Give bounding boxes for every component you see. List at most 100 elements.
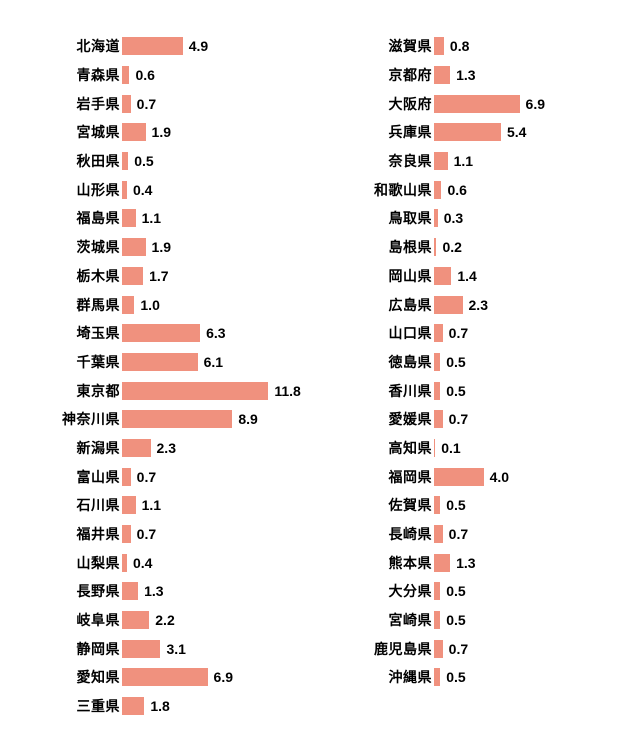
prefecture-label: 石川県 xyxy=(76,497,120,514)
bar-row: 和歌山県 0.6 xyxy=(312,175,632,204)
bar xyxy=(434,66,451,85)
bar xyxy=(434,152,448,171)
bar-value-label: 11.8 xyxy=(274,382,301,399)
bar-row: 徳島県 0.5 xyxy=(312,348,632,377)
bar-value-label: 1.9 xyxy=(151,124,172,141)
bar-value-label: 0.7 xyxy=(448,411,469,428)
bar xyxy=(434,639,443,658)
prefecture-label: 佐賀県 xyxy=(388,497,432,514)
prefecture-label: 島根県 xyxy=(388,239,432,256)
bar-value-label: 0.5 xyxy=(446,353,466,370)
bar xyxy=(122,697,145,716)
bar xyxy=(122,553,127,572)
chart-area: 北海道 4.9 青森県 0.6 岩手県 0.7 宮城県 1.9 秋田県 0.5 山形県 0.4 福島県 1… xyxy=(0,32,632,721)
prefecture-label: 熊本県 xyxy=(388,554,432,571)
bar-value-label: 0.1 xyxy=(441,439,461,456)
bar xyxy=(122,37,183,56)
bar-value-label: 4.0 xyxy=(489,468,510,485)
bar-row: 岡山県 1.4 xyxy=(312,262,632,291)
bar-row: 石川県 1.1 xyxy=(0,491,312,520)
bar-row: 栃木県 1.7 xyxy=(0,262,312,291)
bar-row: 長崎県 0.7 xyxy=(312,520,632,549)
bar xyxy=(122,525,131,544)
prefecture-label: 奈良県 xyxy=(388,153,432,170)
bar-row: 岩手県 0.7 xyxy=(0,89,312,118)
bar-row: 福島県 1.1 xyxy=(0,204,312,233)
prefecture-label: 新潟県 xyxy=(76,439,120,456)
bar xyxy=(122,209,136,228)
bar-value-label: 0.7 xyxy=(136,526,157,543)
bar-row: 福岡県 4.0 xyxy=(312,462,632,491)
bar-row: 群馬県 1.0 xyxy=(0,290,312,319)
bar-value-label: 0.6 xyxy=(135,67,155,84)
prefecture-label: 茨城県 xyxy=(76,239,120,256)
prefecture-label: 静岡県 xyxy=(76,640,120,657)
bar xyxy=(122,467,131,486)
bar-value-label: 1.1 xyxy=(141,497,162,514)
bar-row: 大阪府 6.9 xyxy=(312,89,632,118)
bar xyxy=(434,553,451,572)
bar-value-label: 0.5 xyxy=(446,612,466,629)
bar-value-label: 1.4 xyxy=(457,267,477,284)
bar-row: 広島県 2.3 xyxy=(312,290,632,319)
prefecture-label: 高知県 xyxy=(388,439,432,456)
prefecture-label: 兵庫県 xyxy=(388,124,432,141)
prefecture-label: 福島県 xyxy=(76,210,120,227)
bar xyxy=(434,467,484,486)
bar-row: 新潟県 2.3 xyxy=(0,434,312,463)
bar xyxy=(434,611,441,630)
bar-value-label: 0.7 xyxy=(136,95,157,112)
prefecture-label: 千葉県 xyxy=(76,353,120,370)
bar-row: 鳥取県 0.3 xyxy=(312,204,632,233)
bar-row: 愛知県 6.9 xyxy=(0,663,312,692)
bar xyxy=(434,410,443,429)
prefecture-label: 愛媛県 xyxy=(388,411,432,428)
prefecture-label: 栃木県 xyxy=(76,267,120,284)
prefecture-label: 山梨県 xyxy=(76,554,120,571)
prefecture-label: 岐阜県 xyxy=(76,612,120,629)
bar xyxy=(122,438,151,457)
bar-value-label: 0.7 xyxy=(448,325,469,342)
bar xyxy=(434,324,443,343)
bar xyxy=(434,496,441,515)
bar-value-label: 1.3 xyxy=(456,554,476,571)
bar-row: 秋田県 0.5 xyxy=(0,147,312,176)
bar-value-label: 6.3 xyxy=(206,325,226,342)
bar-row: 北海道 4.9 xyxy=(0,32,312,61)
bar xyxy=(434,123,501,142)
bar xyxy=(122,496,136,515)
bar xyxy=(122,66,130,85)
prefecture-label: 和歌山県 xyxy=(374,181,432,198)
prefecture-label: 京都府 xyxy=(388,67,432,84)
bar-value-label: 0.7 xyxy=(136,468,157,485)
prefecture-label: 宮崎県 xyxy=(388,612,432,629)
bar xyxy=(434,238,437,257)
prefecture-label: 三重県 xyxy=(76,698,120,715)
bar xyxy=(122,180,127,199)
bar-row: 岐阜県 2.2 xyxy=(0,606,312,635)
bar xyxy=(122,668,208,687)
bar-row: 京都府 1.3 xyxy=(312,61,632,90)
bar xyxy=(434,37,444,56)
bar-row: 沖縄県 0.5 xyxy=(312,663,632,692)
prefecture-label: 鳥取県 xyxy=(388,210,432,227)
bar-value-label: 0.8 xyxy=(449,38,470,55)
prefecture-label: 群馬県 xyxy=(76,296,120,313)
bar-row: 福井県 0.7 xyxy=(0,520,312,549)
bar-row: 茨城県 1.9 xyxy=(0,233,312,262)
chart-column-right: 滋賀県 0.8 京都府 1.3 大阪府 6.9 兵庫県 5.4 奈良県 1.1 和歌山県 0.6 鳥取県… xyxy=(312,32,632,721)
bar xyxy=(122,295,135,314)
bar-row: 東京都 11.8 xyxy=(0,376,312,405)
bar-value-label: 0.3 xyxy=(443,210,464,227)
prefecture-label: 宮城県 xyxy=(76,124,120,141)
bar-value-label: 3.1 xyxy=(166,640,186,657)
bar xyxy=(122,123,146,142)
prefecture-label: 大阪府 xyxy=(388,95,432,112)
bar xyxy=(434,582,441,601)
bar-value-label: 1.9 xyxy=(151,239,172,256)
bar xyxy=(434,381,441,400)
bar xyxy=(122,582,139,601)
prefecture-label: 愛知県 xyxy=(76,669,120,686)
bar xyxy=(122,639,161,658)
